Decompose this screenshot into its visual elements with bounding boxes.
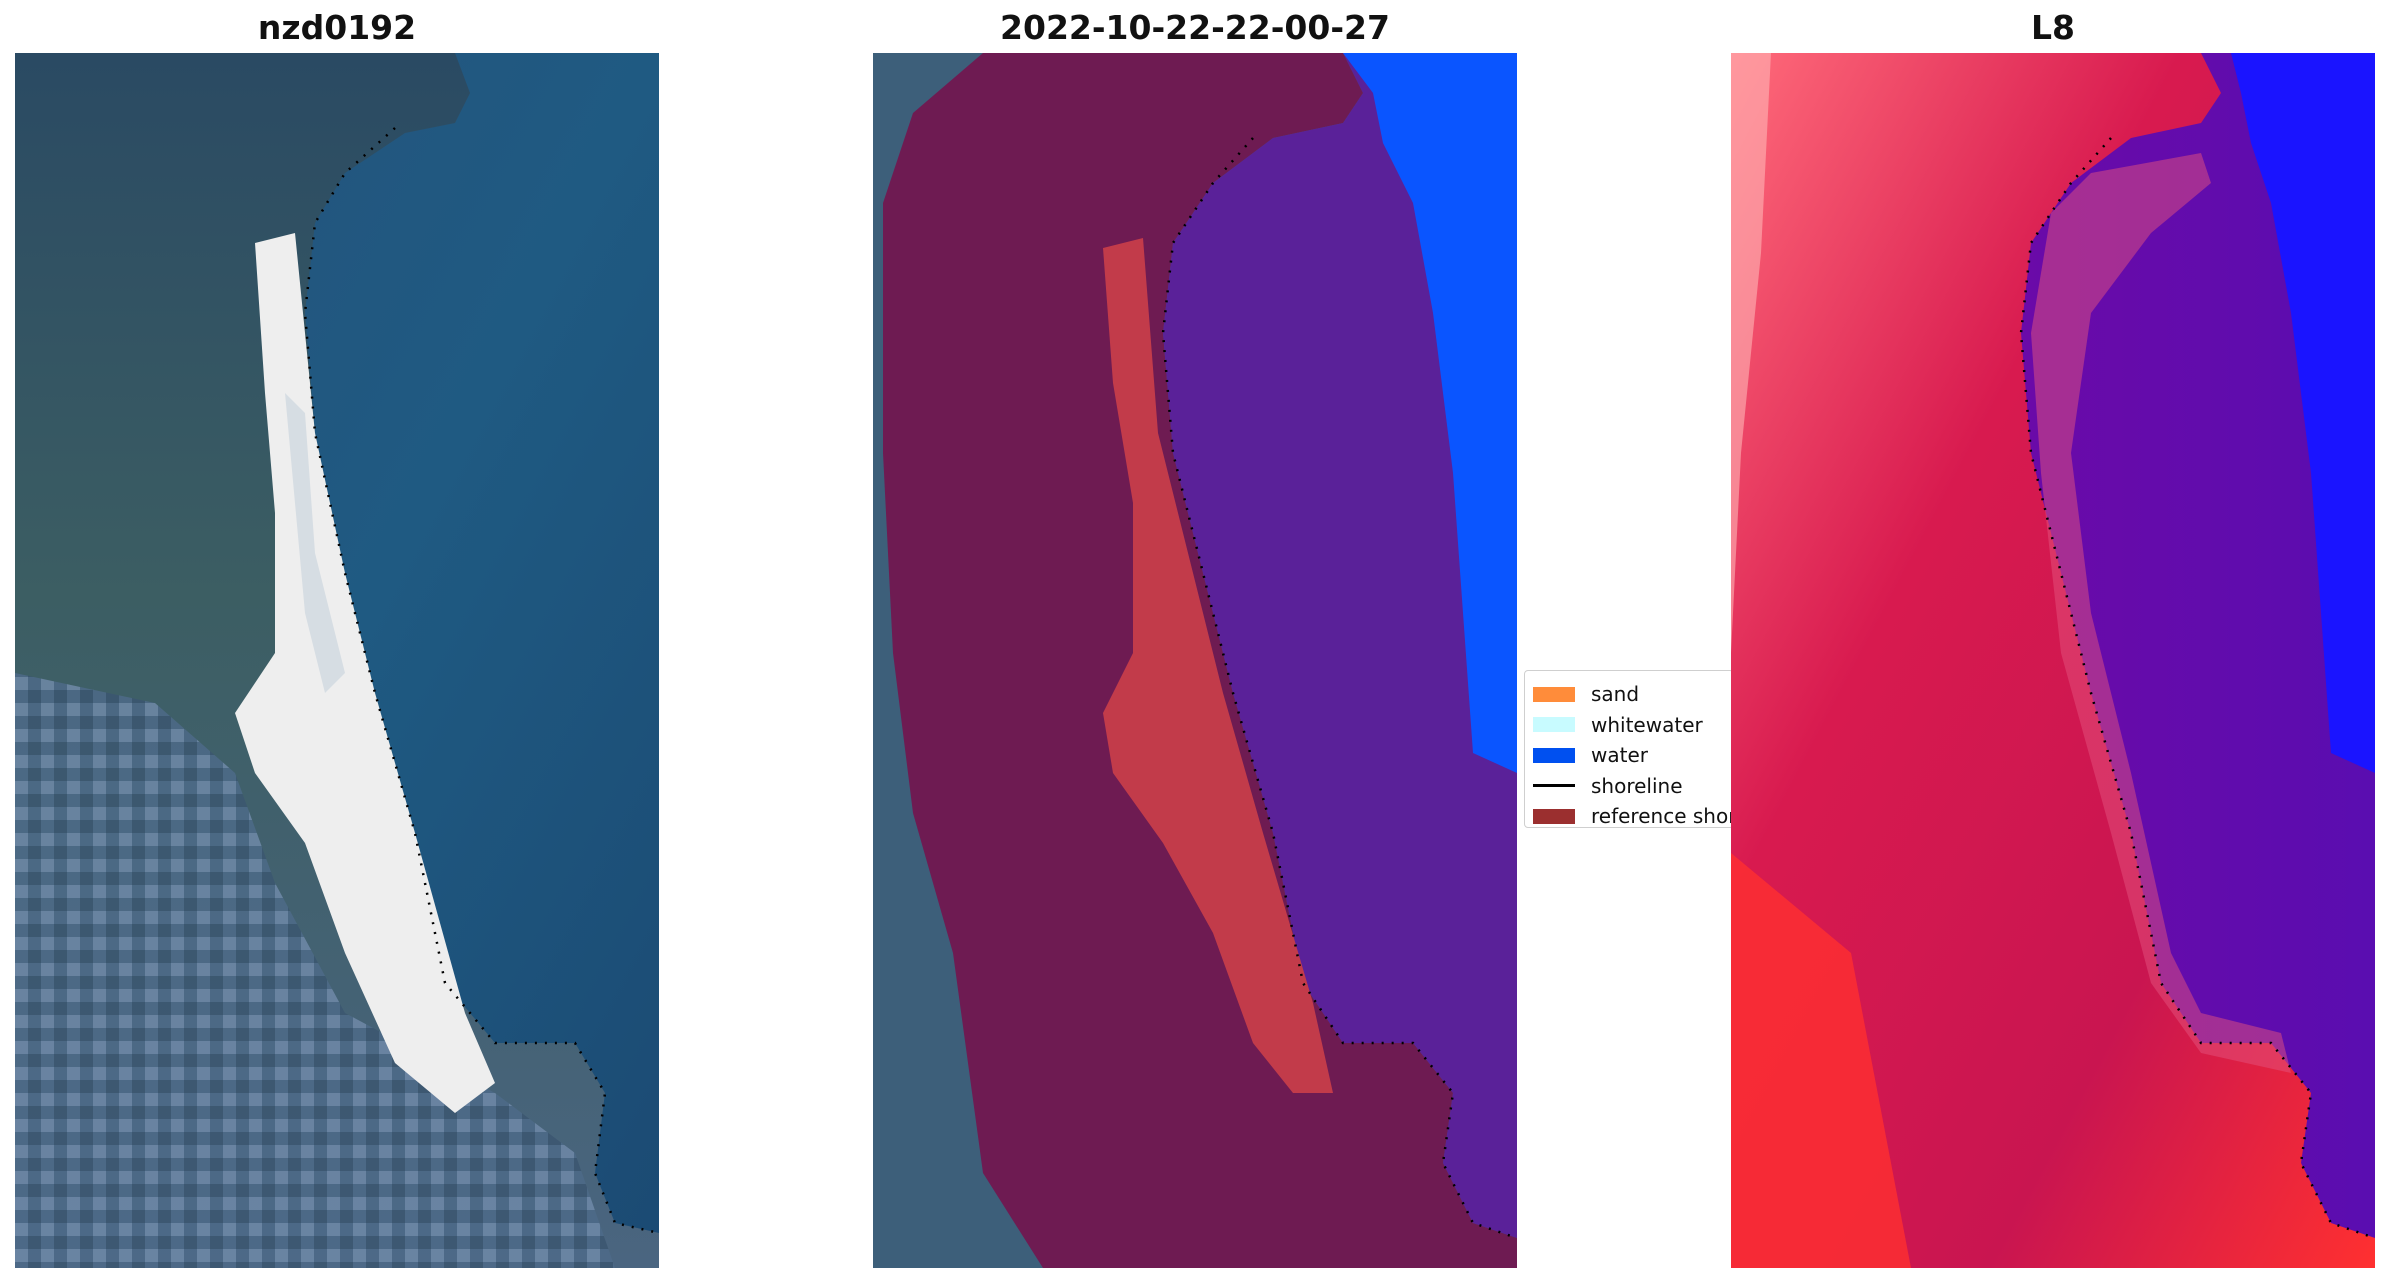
rgb-image-panel: [15, 53, 659, 1268]
legend: sand whitewater water shoreline referenc…: [1524, 670, 1734, 828]
rgb-image: [15, 53, 659, 1268]
legend-item-whitewater: whitewater: [1533, 710, 1733, 741]
legend-line-shoreline: [1533, 784, 1575, 788]
legend-swatch-whitewater: [1533, 717, 1575, 733]
legend-label: sand: [1591, 682, 1640, 707]
legend-swatch-water: [1533, 747, 1575, 763]
legend-swatch-sand: [1533, 686, 1575, 702]
legend-item-reference-shoreline: reference shoreline: [1533, 801, 1734, 828]
legend-label: shoreline: [1591, 773, 1683, 798]
panel-title-index: L8: [2031, 8, 2075, 47]
legend-item-sand: sand: [1533, 679, 1733, 710]
legend-item-water: water: [1533, 740, 1733, 771]
classified-image-panel: [873, 53, 1517, 1268]
classified-image: [873, 53, 1517, 1268]
legend-label: whitewater: [1591, 712, 1703, 737]
legend-item-shoreline: shoreline: [1533, 771, 1733, 802]
panel-title-classified: 2022-10-22-22-00-27: [1000, 8, 1390, 47]
panel-title-rgb: nzd0192: [257, 8, 417, 47]
legend-swatch-reference-shoreline: [1533, 808, 1575, 824]
legend-label: water: [1591, 743, 1648, 768]
index-image: [1731, 53, 2375, 1268]
index-image-panel: [1731, 53, 2375, 1268]
legend-label: reference shoreline: [1591, 804, 1734, 828]
